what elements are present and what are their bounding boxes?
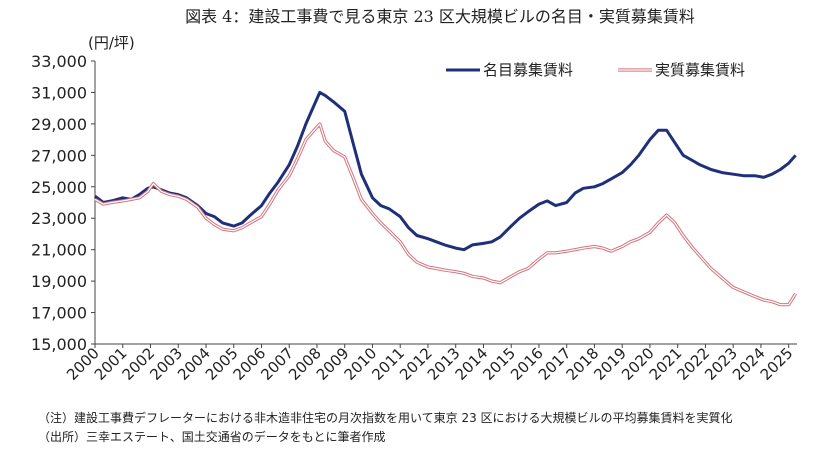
x-axis: 2000200120022003200420052006200720082009… [63,344,797,384]
y-tick-label: 21,000 [31,241,87,260]
legend: 名目募集賃料 実質募集賃料 [446,61,745,79]
legend-label-nominal: 名目募集賃料 [483,61,573,79]
series-line-real-outline [94,122,797,307]
y-tick-label: 17,000 [31,304,87,323]
y-tick-label: 19,000 [31,272,87,291]
y-tick-label: 29,000 [31,115,87,134]
series-line-nominal [94,90,797,252]
series-layer [94,90,797,307]
legend-item-nominal: 名目募集賃料 [446,61,573,79]
y-tick-label: 27,000 [31,146,87,165]
footnote-source: （出所）三幸エステート、国土交通省のデータをもとに筆者作成 [38,429,386,444]
y-tick-label: 15,000 [31,335,87,354]
series-line-real [94,123,797,306]
footnote-note: （注）建設工事費デフレーターにおける非木造非住宅の月次指数を用いて東京 23 区… [38,410,733,425]
legend-item-real: 実質募集賃料 [618,61,745,79]
y-axis: 15,000 17,000 19,000 21,000 23,000 25,000 27,0… [31,52,95,354]
chart-title: 図表 4：建設工事費で見る東京 23 区大規模ビルの名目・実質募集賃料 [185,7,695,26]
y-tick-label: 33,000 [31,52,87,71]
x-tick-label: 2025 [757,344,797,384]
y-tick-label: 23,000 [31,209,87,228]
y-tick-label: 25,000 [31,178,87,197]
y-tick-label: 31,000 [31,83,87,102]
legend-label-real: 実質募集賃料 [655,61,745,79]
y-axis-unit-label: (円/坪) [88,34,135,52]
